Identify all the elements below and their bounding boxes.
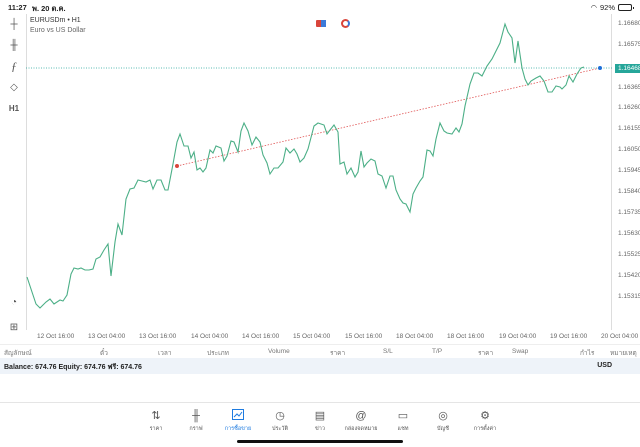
y-tick: 1.15525 (618, 251, 640, 258)
wifi-icon: ◠ (590, 3, 597, 12)
col-comment[interactable]: หมายเหตุ (610, 350, 637, 357)
y-tick: 1.15420 (618, 272, 640, 279)
col-symbol[interactable]: สัญลักษณ์ (4, 350, 32, 357)
battery-icon (618, 4, 634, 11)
chart-type-icon[interactable]: ╫ (10, 39, 18, 51)
y-tick: 1.15840 (618, 188, 640, 195)
col-tp[interactable]: T/P (432, 348, 443, 355)
col-sl[interactable]: S/L (383, 348, 393, 355)
x-tick: 20 Oct 04:00 (601, 333, 639, 340)
trade-table-header: สัญลักษณ์ ตั๋ว เวลา ประเภท Volume ราคา S… (0, 344, 640, 358)
col-profit[interactable]: กำไร (580, 350, 595, 357)
account-icon: ◎ (438, 410, 448, 422)
col-type[interactable]: ประเภท (207, 350, 229, 357)
y-tick: 1.16680 (618, 20, 640, 27)
price-line-svg (26, 22, 612, 309)
bottom-navigation: ⇅ ราคา ╫ กราฟ การซื้อขาย ◷ ประวัติ ▤ ข่า… (0, 402, 640, 447)
nav-label: กล่องจดหมาย (344, 426, 378, 432)
nav-settings[interactable]: ⚙ การตั้งค่า (465, 409, 505, 433)
objects-icon[interactable]: ◇ (10, 81, 18, 93)
x-tick: 19 Oct 16:00 (550, 333, 588, 340)
y-tick: 1.15945 (618, 167, 640, 174)
col-ticket[interactable]: ตั๋ว (100, 350, 108, 357)
nav-label: การซื้อขาย (224, 426, 252, 432)
trade-analysis-icon[interactable]: ◔ (10, 296, 18, 308)
x-tick: 15 Oct 16:00 (345, 333, 383, 340)
x-tick: 15 Oct 04:00 (293, 333, 331, 340)
x-tick: 18 Oct 16:00 (447, 333, 485, 340)
trade-icon (218, 409, 258, 423)
nav-chat[interactable]: ▭ แชท (383, 409, 423, 433)
x-tick: 13 Oct 16:00 (139, 333, 177, 340)
nav-quotes[interactable]: ⇅ ราคา (136, 409, 176, 433)
mailbox-icon: @ (355, 410, 367, 422)
status-right: ◠ 92% (590, 3, 634, 12)
y-tick: 1.15315 (618, 293, 640, 300)
chart-icon: ╫ (192, 410, 200, 422)
trend-start-marker (175, 164, 179, 168)
timeframe-button[interactable]: H1 (8, 103, 20, 113)
chart-plot-area (26, 14, 612, 330)
chat-icon: ▭ (397, 410, 409, 422)
chart-symbol-info: EURUSDm • H1 Euro vs US Dollar (30, 16, 86, 36)
nav-label: การตั้งค่า (473, 426, 497, 432)
y-tick: 1.16260 (618, 104, 640, 111)
nav-label: ประวัติ (271, 426, 289, 432)
nav-chart[interactable]: ╫ กราฟ (176, 409, 216, 433)
quotes-icon: ⇅ (151, 410, 161, 422)
status-bar: 11:27 พ. 20 ต.ค. ◠ 92% (0, 0, 640, 14)
one-click-trading-icon[interactable] (316, 20, 326, 27)
col-swap[interactable]: Swap (512, 348, 529, 355)
status-time: 11:27 (8, 3, 27, 12)
indicators-icon[interactable]: ƒ (11, 58, 17, 73)
currency-label: USD (597, 362, 612, 369)
crosshair-icon[interactable]: ┼ (10, 18, 18, 30)
y-tick: 1.16575 (618, 41, 640, 48)
x-tick: 19 Oct 04:00 (499, 333, 537, 340)
col-price[interactable]: ราคา (330, 350, 346, 357)
y-tick: 1.16155 (618, 125, 640, 132)
balance-text: Balance: 674.76 Equity: 674.76 ฟรี: 674.… (4, 364, 142, 371)
nav-history[interactable]: ◷ ประวัติ (260, 409, 300, 433)
x-tick: 13 Oct 04:00 (88, 333, 126, 340)
gear-icon: ⚙ (480, 410, 490, 422)
y-tick: 1.15735 (618, 209, 640, 216)
col-current-price[interactable]: ราคา (478, 350, 494, 357)
market-status-icon[interactable] (341, 19, 350, 28)
news-icon: ▤ (314, 410, 326, 422)
nav-label: แชท (397, 426, 409, 432)
col-time[interactable]: เวลา (158, 350, 172, 357)
col-volume[interactable]: Volume (268, 348, 290, 355)
nav-mailbox[interactable]: @ กล่องจดหมาย (341, 409, 381, 433)
x-tick: 18 Oct 04:00 (396, 333, 434, 340)
status-date: พ. 20 ต.ค. (32, 4, 66, 13)
nav-label: ราคา (149, 426, 163, 432)
current-price-marker (598, 66, 602, 70)
y-tick: 1.16050 (618, 146, 640, 153)
x-tick: 14 Oct 16:00 (242, 333, 280, 340)
symbol-description: Euro vs US Dollar (30, 27, 86, 34)
nav-label: บัญชี (437, 426, 449, 432)
balance-bar: Balance: 674.76 Equity: 674.76 ฟรี: 674.… (0, 358, 640, 374)
current-price-label: 1.16468 (615, 64, 640, 73)
nav-accounts[interactable]: ◎ บัญชี (423, 409, 463, 433)
nav-label: ข่าว (315, 426, 325, 432)
new-order-icon[interactable]: ⊞ (9, 321, 19, 333)
x-tick: 14 Oct 04:00 (191, 333, 229, 340)
price-chart[interactable]: EURUSDm • H1 Euro vs US Dollar 1.16680 1… (26, 14, 640, 344)
battery-percent: 92% (599, 3, 615, 12)
history-icon: ◷ (275, 410, 285, 422)
y-tick: 1.16365 (618, 84, 640, 91)
chart-toolbar: ┼ ╫ ƒ ◇ H1 ◔ ⊞ (0, 14, 26, 344)
x-tick: 12 Oct 16:00 (37, 333, 75, 340)
trend-line (176, 67, 601, 167)
y-tick: 1.15630 (618, 230, 640, 237)
nav-trade[interactable]: การซื้อขาย (218, 409, 258, 433)
price-line (26, 22, 585, 309)
nav-news[interactable]: ▤ ข่าว (300, 409, 340, 433)
symbol-name: EURUSDm • H1 (30, 17, 81, 24)
home-indicator[interactable] (237, 440, 403, 443)
nav-label: กราฟ (189, 426, 203, 432)
